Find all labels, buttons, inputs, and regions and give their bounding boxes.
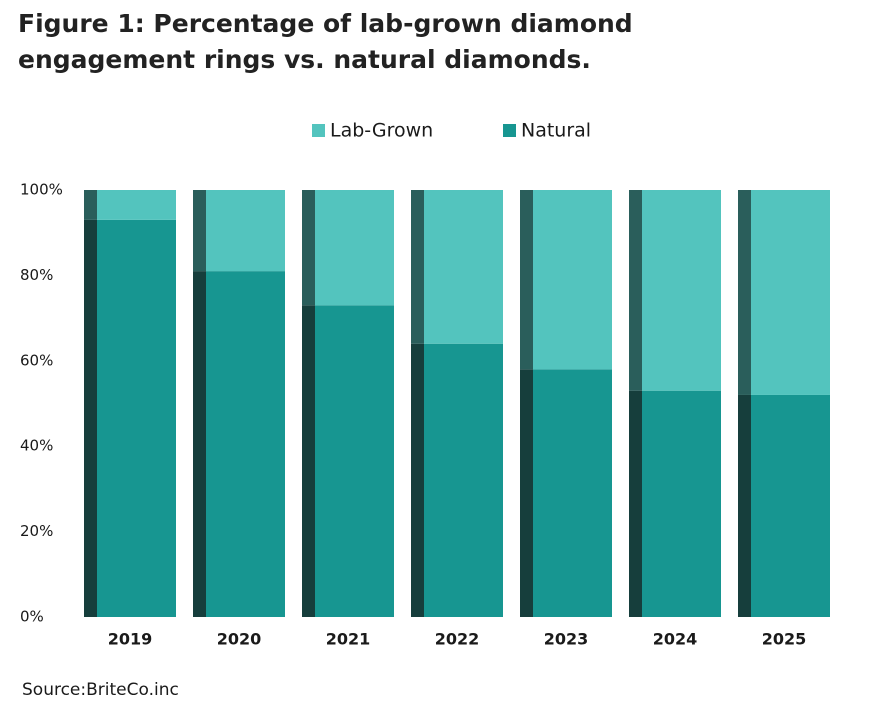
x-tick-label: 2021 (326, 630, 371, 649)
bar-side (84, 219, 97, 617)
y-tick-label: 60% (20, 351, 53, 369)
x-tick-label: 2022 (435, 630, 480, 649)
bar (533, 369, 612, 617)
x-tick-label: 2025 (762, 630, 807, 649)
x-tick-label: 2020 (217, 630, 262, 649)
legend-swatch (503, 124, 516, 137)
bar-side (84, 190, 97, 220)
bar (424, 190, 503, 344)
bar (97, 219, 176, 617)
bar (751, 190, 830, 395)
bar (206, 190, 285, 272)
source: Source:BriteCo.inc (22, 680, 179, 700)
bar (315, 190, 394, 306)
bar (206, 271, 285, 617)
bar (642, 390, 721, 617)
legend-swatch (312, 124, 325, 137)
bar (751, 394, 830, 617)
title-box: Figure 1: Percentage of lab-grown diamon… (18, 9, 633, 74)
legend-label: Natural (521, 120, 591, 142)
bar (424, 343, 503, 617)
bar-side (411, 190, 424, 344)
bar-side (520, 190, 533, 370)
bar (97, 190, 176, 220)
x-tick-label: 2023 (544, 630, 589, 649)
bar-side (193, 271, 206, 617)
legend-label: Lab-Grown (330, 120, 433, 142)
bar-side (629, 190, 642, 391)
x-tick-label: 2024 (653, 630, 698, 649)
bar-side (738, 394, 751, 617)
bar-side (411, 343, 424, 617)
bar (642, 190, 721, 391)
bar (533, 190, 612, 370)
bar-side (629, 390, 642, 617)
chart-title: Figure 1: Percentage of lab-grown diamon… (18, 9, 633, 74)
bar-side (520, 369, 533, 617)
y-tick-label: 0% (20, 608, 44, 626)
y-tick-label: 40% (20, 437, 53, 455)
y-tick-label: 80% (20, 266, 53, 284)
bar-side (302, 190, 315, 306)
y-tick-label: 100% (20, 181, 63, 199)
bar (315, 305, 394, 617)
bar-side (302, 305, 315, 617)
bar-side (193, 190, 206, 272)
y-tick-label: 20% (20, 522, 53, 540)
bar-side (738, 190, 751, 395)
x-tick-label: 2019 (108, 630, 153, 649)
